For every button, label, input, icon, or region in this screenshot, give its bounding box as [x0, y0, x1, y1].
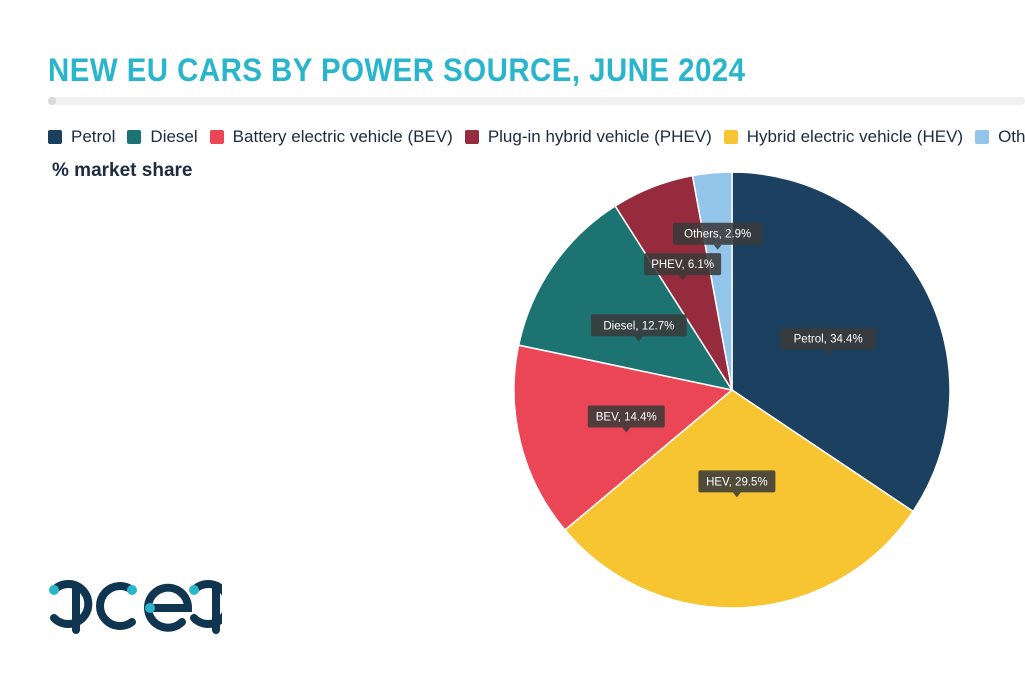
- chart-legend: Petrol Diesel Battery electric vehicle (BE…: [48, 127, 1025, 147]
- data-label-pointer: [622, 427, 631, 433]
- data-label-bev: BEV, 14.4%: [587, 405, 665, 433]
- legend-label: Petrol: [71, 127, 116, 146]
- legend-swatch: [723, 130, 738, 144]
- legend-label: Hybrid electric vehicle (HEV): [746, 127, 964, 146]
- data-label-box: [672, 222, 763, 245]
- data-label-box: [644, 253, 722, 276]
- title-divider: [48, 97, 1025, 105]
- data-label-box: [780, 327, 877, 350]
- data-label-text: Petrol, 34.4%: [794, 334, 863, 346]
- data-label-text: HEV, 29.5%: [706, 476, 768, 488]
- legend-swatch: [48, 130, 62, 144]
- data-label-text: PHEV, 6.1%: [651, 259, 714, 271]
- pie-slice-bev[interactable]: [513, 344, 734, 532]
- legend-label: Battery electric vehicle (BEV): [232, 127, 453, 146]
- data-label-box: [590, 314, 687, 337]
- legend-item-others: Others: [975, 127, 1025, 147]
- legend-swatch: [127, 130, 142, 144]
- legend-label: Plug-in hybrid vehicle (PHEV): [487, 127, 712, 146]
- pie-slice-hev[interactable]: [563, 389, 915, 609]
- legend-swatch: [464, 130, 479, 144]
- data-label-pointer: [732, 492, 741, 498]
- legend-item-hev: Hybrid electric vehicle (HEV): [723, 127, 964, 147]
- legend-label: Others: [998, 127, 1025, 146]
- data-label-box: [698, 470, 776, 493]
- data-label-pointer: [824, 349, 833, 355]
- chart-title: NEW EU CARS BY POWER SOURCE, JUNE 2024: [48, 52, 746, 88]
- divider-dot: [48, 97, 56, 105]
- data-label-text: Diesel, 12.7%: [603, 320, 674, 332]
- legend-swatch: [209, 130, 224, 144]
- legend-item-diesel: Diesel: [127, 127, 198, 147]
- data-label-hev: HEV, 29.5%: [698, 470, 776, 498]
- data-label-diesel: Diesel, 12.7%: [590, 314, 687, 342]
- legend-item-phev: Plug-in hybrid vehicle (PHEV): [464, 127, 712, 147]
- legend-swatch: [975, 130, 990, 144]
- legend-item-petrol: Petrol: [48, 127, 115, 147]
- data-label-pointer: [634, 336, 643, 342]
- data-label-pointer: [678, 275, 687, 281]
- data-label-box: [587, 405, 665, 428]
- data-label-petrol: Petrol, 34.4%: [780, 327, 877, 355]
- data-label-text: BEV, 14.4%: [596, 411, 657, 423]
- acea-logo: [49, 580, 222, 634]
- data-label-phev: PHEV, 6.1%: [644, 253, 722, 281]
- data-label-pointer: [713, 244, 722, 250]
- chart-subtitle: % market share: [52, 160, 193, 181]
- data-label-others: Others, 2.9%: [672, 222, 763, 250]
- legend-item-bev: Battery electric vehicle (BEV): [209, 127, 453, 147]
- pie-slice-diesel[interactable]: [517, 204, 734, 392]
- data-label-text: Others, 2.9%: [684, 229, 751, 241]
- legend-label: Diesel: [150, 127, 198, 146]
